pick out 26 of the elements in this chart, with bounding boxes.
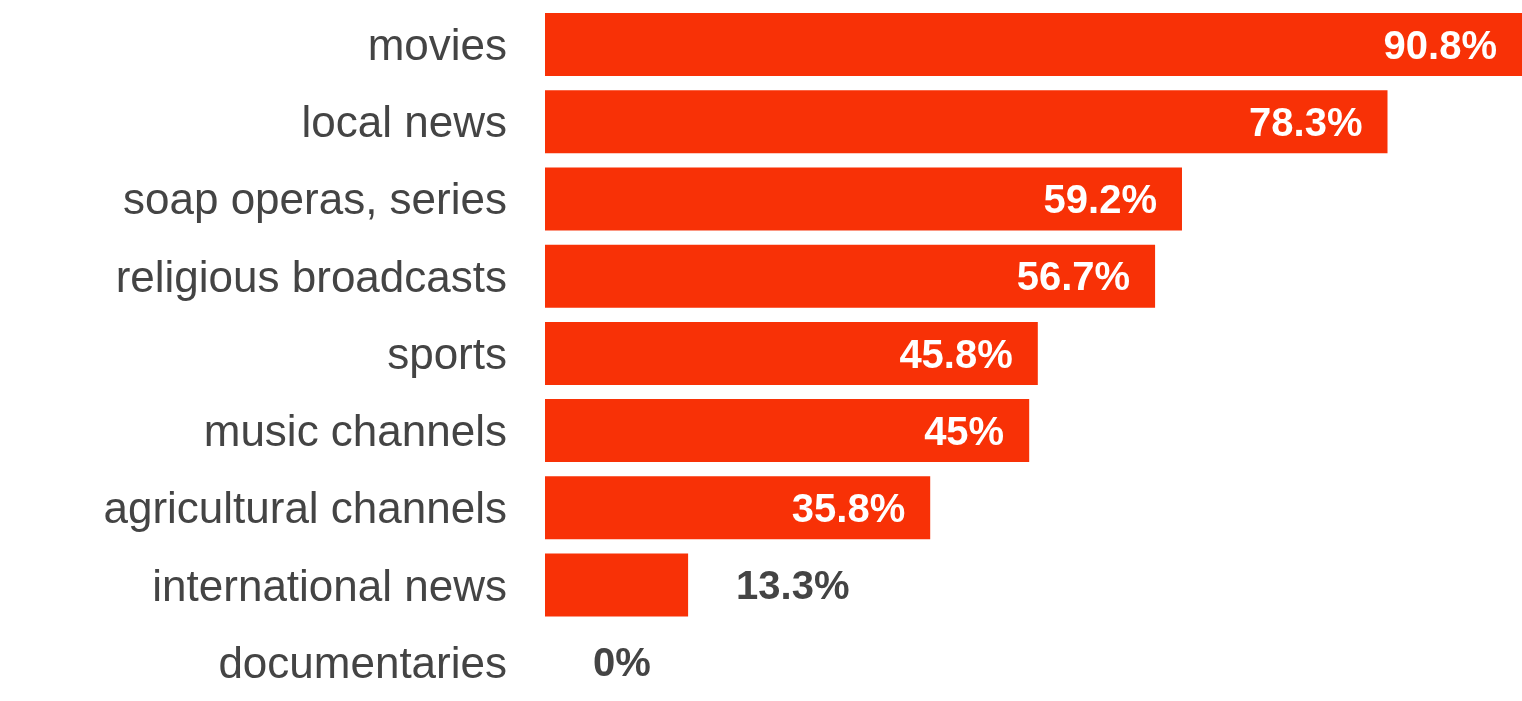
data-label: 35.8% — [791, 485, 906, 530]
y-tick-label: international news — [152, 560, 507, 610]
bar — [545, 167, 1182, 231]
bar — [545, 476, 931, 540]
y-tick-label: movies — [367, 20, 507, 70]
y-tick-label: religious broadcasts — [115, 251, 507, 301]
bar — [545, 321, 1038, 385]
y-tick-label: sports — [387, 328, 507, 378]
bar — [545, 244, 1156, 308]
data-label: 0% — [593, 640, 651, 685]
y-tick-label: documentaries — [218, 637, 507, 687]
bar — [545, 13, 1522, 76]
data-label: 45% — [924, 408, 1005, 453]
bar — [545, 553, 689, 617]
data-label: 45.8% — [899, 331, 1013, 376]
data-label: 78.3% — [1249, 99, 1363, 144]
bar — [545, 90, 1388, 154]
y-tick-label: local news — [301, 97, 507, 147]
data-label: 59.2% — [1043, 177, 1157, 222]
data-label: 13.3% — [736, 563, 850, 608]
data-label: 56.7% — [1016, 254, 1131, 299]
y-tick-label: agricultural channels — [103, 483, 507, 533]
y-tick-label: soap operas, series — [123, 174, 507, 224]
data-label: 90.8% — [1383, 22, 1497, 67]
y-tick-label: music channels — [203, 406, 507, 456]
bar — [545, 399, 1030, 463]
